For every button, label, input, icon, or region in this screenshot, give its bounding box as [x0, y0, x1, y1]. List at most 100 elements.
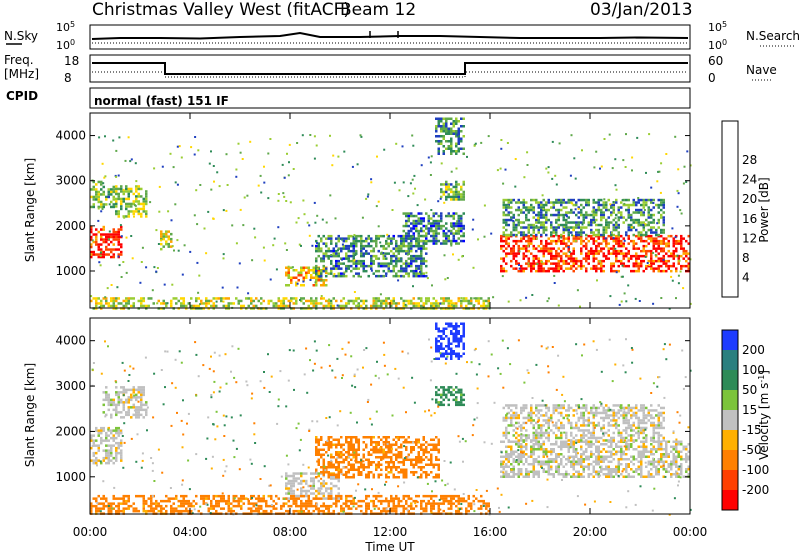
velocity-colorbar-swatch-8	[722, 490, 738, 511]
nsearch-tick-bottom: 100	[708, 38, 727, 53]
freq-tick-top: 18	[64, 54, 79, 68]
velocity-colorbar-tick-label: -15	[742, 423, 762, 437]
freq-trace	[92, 62, 688, 75]
cpid-text: normal (fast) 151 IF	[94, 94, 229, 108]
power-y-tick-label: 4000	[55, 129, 86, 143]
nsky-strip: N.Sky 105 100 105 100 N.Search	[4, 20, 800, 53]
velocity-colorbar-tick-label: -200	[742, 483, 769, 497]
velocity-colorbar-swatch-4	[722, 410, 738, 431]
velocity-y-tick-label: 3000	[55, 379, 86, 393]
velocity-y-ticks: 1000 2000 3000 4000	[55, 334, 690, 484]
x-tick-label: 00:00	[73, 525, 108, 539]
power-scatter-noise	[90, 133, 692, 310]
power-region-9	[500, 234, 690, 273]
power-region-11	[90, 297, 490, 310]
nsearch-label: N.Search	[746, 29, 800, 43]
power-colorbar-label: Power [dB]	[757, 177, 771, 242]
cpid-strip: CPID normal (fast) 151 IF	[6, 87, 691, 109]
x-tick-label: 08:00	[273, 525, 308, 539]
velocity-x-ticks	[89, 318, 691, 514]
power-colorbar-tick-label: 8	[742, 251, 750, 265]
power-colorbar-tick-label: 20	[742, 192, 757, 206]
velocity-y-tick-label: 2000	[55, 424, 86, 438]
velocity-y-axis-label: Slant Range [km]	[23, 363, 37, 467]
velocity-region-5	[435, 322, 465, 360]
freq-unit: [MHz]	[4, 67, 39, 81]
velocity-colorbar-swatch-6	[722, 450, 738, 471]
nsky-trace	[91, 31, 689, 40]
x-tick-label: 12:00	[373, 525, 408, 539]
nave-label: Nave	[746, 63, 777, 77]
velocity-y-tick-label: 4000	[55, 334, 86, 348]
cpid-label: CPID	[6, 89, 38, 103]
velocity-colorbar-tick-label: -50	[742, 443, 762, 457]
nave-tick-top: 60	[708, 54, 723, 68]
power-region-10	[502, 198, 665, 237]
power-region-1	[90, 180, 115, 209]
velocity-colorbar-tick-label: 15	[742, 403, 757, 417]
power-panel: 1000 2000 3000 4000 Slant Range [km] 4 8 12 16…	[23, 112, 771, 310]
cpid-frame	[89, 87, 691, 109]
velocity-colorbar-swatch-1	[722, 350, 738, 371]
velocity-region-7	[502, 404, 665, 442]
power-region-3	[160, 230, 173, 251]
x-tick-label: 00:00	[673, 525, 708, 539]
station-title: Christmas Valley West (fitACF)	[92, 0, 350, 20]
power-colorbar-tick-label: 4	[742, 270, 750, 284]
x-tick-label: 16:00	[473, 525, 508, 539]
power-y-tick-label: 1000	[55, 264, 86, 278]
velocity-region-0	[90, 426, 123, 465]
power-colorbar-tick-label: 16	[742, 212, 757, 226]
nave-tick-bottom: 0	[708, 71, 716, 85]
freq-strip: Freq. [MHz] 18 8 60 0 Nave	[4, 53, 777, 85]
beam-label: Beam 12	[340, 0, 416, 20]
velocity-colorbar-swatch-2	[722, 370, 738, 391]
power-region-0	[90, 225, 123, 259]
nsearch-tick-top: 105	[708, 20, 727, 35]
freq-label: Freq.	[4, 53, 34, 67]
power-region-6	[402, 212, 465, 245]
power-y-tick-label: 3000	[55, 174, 86, 188]
velocity-colorbar-tick-label: 200	[742, 343, 765, 357]
date-label: 03/Jan/2013	[590, 0, 693, 20]
freq-tick-bottom: 8	[64, 71, 72, 85]
velocity-colorbar-swatch-7	[722, 470, 738, 491]
velocity-cells	[90, 322, 692, 516]
velocity-frame	[89, 317, 691, 515]
power-colorbar-tick-label: 24	[742, 173, 757, 187]
power-x-ticks	[89, 113, 691, 308]
nsky-tick-bottom: 100	[56, 38, 75, 53]
power-colorbar-frame	[721, 120, 739, 298]
velocity-y-tick-label: 1000	[55, 470, 86, 484]
nsky-tick-top: 105	[56, 20, 75, 35]
power-region-2	[115, 185, 148, 218]
power-colorbar-tick-label: 12	[742, 231, 757, 245]
power-cells	[90, 117, 692, 310]
velocity-colorbar-tick-label: 50	[742, 383, 757, 397]
velocity-panel: 1000 2000 3000 4000 Slant Range [km] 200 100…	[23, 317, 772, 516]
velocity-region-4	[435, 386, 465, 407]
velocity-scatter-noise	[91, 338, 692, 516]
velocity-colorbar-swatch-0	[722, 330, 738, 351]
velocity-region-1	[102, 386, 148, 419]
nsky-label: N.Sky	[4, 29, 38, 43]
velocity-colorbar-label: Velocity [m s-1]	[757, 370, 772, 460]
power-y-ticks: 1000 2000 3000 4000	[55, 129, 690, 278]
velocity-region-6	[500, 440, 690, 478]
velocity-colorbar-tick-label: -100	[742, 463, 769, 477]
velocity-colorbar-tick-label: 100	[742, 363, 765, 377]
nsky-frame	[89, 24, 691, 50]
velocity-colorbar: 200 100 50 15 -15 -50 -100 -200	[721, 329, 769, 511]
velocity-colorbar-swatch-3	[722, 390, 738, 411]
power-region-8	[435, 117, 465, 155]
x-axis-label: Time UT	[364, 540, 415, 554]
velocity-colorbar-frame	[721, 329, 739, 511]
x-tick-labels: 00:00 04:00 08:00 12:00 16:00 20:00 00:00	[73, 525, 708, 539]
nave-trace	[92, 71, 688, 78]
power-region-4	[285, 266, 328, 287]
power-colorbar: 4 8 12 16 20 24 28	[721, 120, 757, 298]
velocity-colorbar-swatch-5	[722, 430, 738, 451]
power-y-tick-label: 2000	[55, 219, 86, 233]
power-colorbar-tick-label: 28	[742, 153, 757, 167]
